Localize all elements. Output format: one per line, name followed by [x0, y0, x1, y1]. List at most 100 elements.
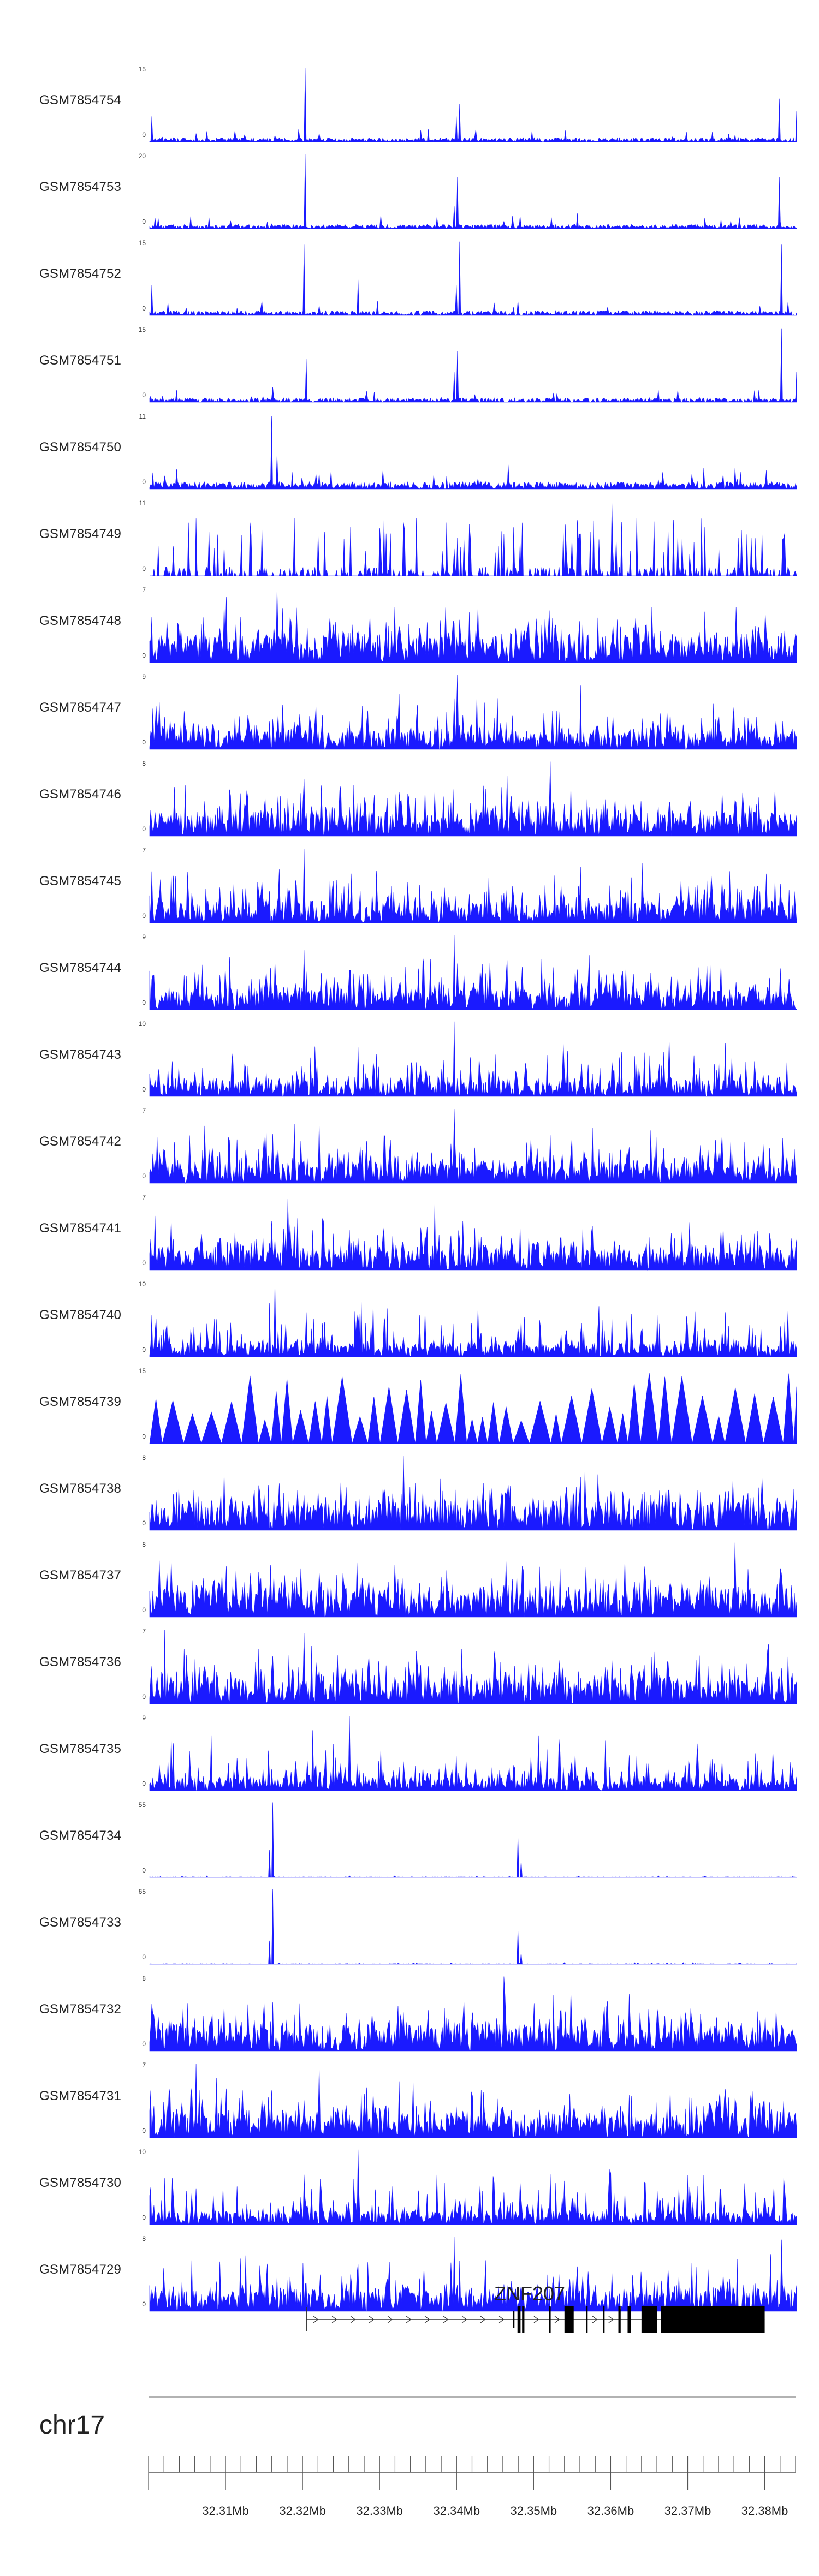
track-row: GSM7854750 11 0	[0, 407, 819, 492]
y-min-tick-label: 0	[142, 1172, 146, 1180]
y-max-tick-label: 8	[142, 1541, 146, 1548]
track-label: GSM7854731	[39, 2089, 122, 2103]
y-min-tick-label: 0	[142, 825, 146, 833]
coverage-plot	[149, 1280, 797, 1357]
y-min-tick-label: 0	[142, 305, 146, 312]
coverage-plot	[149, 152, 797, 230]
coverage-plot	[149, 1714, 797, 1791]
strand-arrow	[608, 2316, 614, 2323]
track-row: GSM7854733 65 0	[0, 1882, 819, 1967]
y-max-tick-label: 10	[138, 1020, 146, 1028]
track-row: GSM7854739 15 0	[0, 1362, 819, 1447]
track-label: GSM7854751	[39, 353, 122, 368]
strand-arrow	[313, 2316, 319, 2323]
gene-exon	[661, 2306, 765, 2333]
y-max-tick-label: 20	[138, 152, 146, 160]
y-max-tick-label: 15	[138, 1367, 146, 1375]
x-tick-label: 32.33Mb	[356, 2504, 403, 2518]
y-min-tick-label: 0	[142, 1433, 146, 1440]
track-row: GSM7854738 8 0	[0, 1448, 819, 1534]
y-max-tick-label: 11	[139, 413, 146, 420]
track-row: GSM7854749 11 0	[0, 494, 819, 579]
y-min-tick-label: 0	[142, 1519, 146, 1527]
y-max-tick-label: 7	[142, 846, 146, 854]
y-min-tick-label: 0	[142, 391, 146, 399]
track-label: GSM7854743	[39, 1047, 122, 1062]
coverage-plot	[149, 933, 797, 1010]
coverage-plot	[149, 413, 797, 490]
coverage-area	[149, 761, 797, 837]
coverage-plot	[149, 239, 797, 316]
track-row: GSM7854735 9 0	[0, 1709, 819, 1794]
coverage-plot	[149, 1107, 797, 1184]
track-label: GSM7854739	[39, 1394, 122, 1409]
track-label: GSM7854734	[39, 1828, 122, 1843]
x-tick-label: 32.31Mb	[202, 2504, 249, 2518]
y-min-tick-label: 0	[142, 218, 146, 225]
coverage-area	[149, 1629, 797, 1704]
y-max-tick-label: 7	[142, 1627, 146, 1635]
y-min-tick-label: 0	[142, 478, 146, 486]
track-label: GSM7854750	[39, 440, 122, 455]
y-max-tick-label: 15	[138, 65, 146, 73]
track-row: GSM7854745 7 0	[0, 841, 819, 926]
coverage-plot	[149, 1888, 797, 1965]
x-tick-label: 32.34Mb	[433, 2504, 480, 2518]
y-max-tick-label: 7	[142, 1107, 146, 1114]
genome-axis	[148, 2396, 796, 2490]
strand-arrow	[369, 2316, 375, 2323]
y-min-tick-label: 0	[142, 1086, 146, 1093]
y-min-tick-label: 0	[142, 1953, 146, 1961]
track-row: GSM7854741 7 0	[0, 1188, 819, 1273]
chromosome-label: chr17	[39, 2411, 105, 2440]
y-max-tick-label: 7	[142, 2061, 146, 2069]
coverage-area	[149, 1976, 797, 2052]
strand-arrow	[424, 2316, 430, 2323]
y-min-tick-label: 0	[142, 1867, 146, 1874]
y-max-tick-label: 10	[138, 1280, 146, 1288]
track-label: GSM7854749	[39, 527, 122, 541]
coverage-plot	[149, 1020, 797, 1097]
gene-exon	[627, 2306, 631, 2333]
coverage-area	[149, 154, 797, 230]
track-label: GSM7854753	[39, 180, 122, 194]
track-label: GSM7854754	[39, 93, 122, 108]
y-min-tick-label: 0	[142, 999, 146, 1006]
track-row: GSM7854729 8 0	[0, 2229, 819, 2315]
coverage-plot	[149, 1541, 797, 1618]
coverage-area	[149, 68, 797, 143]
coverage-plot	[149, 1627, 797, 1704]
y-max-tick-label: 15	[138, 326, 146, 333]
y-max-tick-label: 55	[138, 1801, 146, 1809]
y-max-tick-label: 8	[142, 1975, 146, 1982]
gene-exon	[564, 2306, 574, 2333]
coverage-area	[149, 588, 797, 663]
coverage-plot	[149, 846, 797, 923]
gene-name-label: ZNF207	[494, 2282, 566, 2305]
coverage-area	[149, 1456, 797, 1531]
y-min-tick-label: 0	[142, 565, 146, 573]
track-label: GSM7854733	[39, 1915, 122, 1930]
track-row: GSM7854743 10 0	[0, 1015, 819, 1100]
y-min-tick-label: 0	[142, 131, 146, 139]
strand-arrow	[331, 2316, 337, 2323]
track-row: GSM7854740 10 0	[0, 1275, 819, 1360]
coverage-area	[149, 241, 797, 316]
coverage-plot	[149, 65, 797, 143]
coverage-area	[149, 2237, 797, 2312]
strand-arrow	[387, 2316, 393, 2323]
track-row: GSM7854754 15 0	[0, 60, 819, 145]
y-max-tick-label: 7	[142, 1194, 146, 1201]
track-row: GSM7854751 15 0	[0, 320, 819, 406]
y-max-tick-label: 7	[142, 586, 146, 594]
coverage-area	[149, 2149, 797, 2225]
coverage-area	[149, 935, 797, 1010]
gene-exon	[513, 2311, 515, 2328]
strand-arrow	[461, 2316, 467, 2323]
coverage-area	[149, 1021, 797, 1097]
strand-arrow	[592, 2316, 598, 2323]
coverage-plot	[149, 1801, 797, 1878]
track-row: GSM7854731 7 0	[0, 2056, 819, 2141]
coverage-plot	[149, 760, 797, 837]
track-row: GSM7854748 7 0	[0, 581, 819, 666]
